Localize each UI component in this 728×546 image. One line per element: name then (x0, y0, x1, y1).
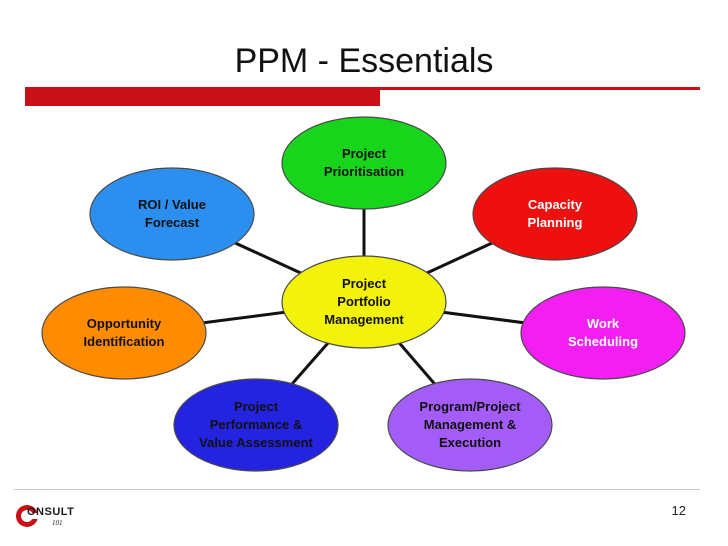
logo-circle-gap (27, 513, 39, 519)
logo-subtext: 101 (52, 519, 63, 527)
node-work-scheduling-ellipse (520, 286, 686, 380)
node-project-prioritisation-ellipse (281, 116, 447, 210)
title-accent-bar (25, 89, 380, 106)
node-project-performance-ellipse (173, 378, 339, 472)
logo-text: ONSULT (27, 506, 75, 518)
node-roi-value-forecast-ellipse (89, 167, 255, 261)
title-underline (25, 87, 700, 90)
consult101-logo (16, 505, 39, 527)
page-number: 12 (671, 503, 686, 518)
slide-title: PPM - Essentials (234, 42, 494, 80)
footer-divider (14, 489, 700, 490)
node-opportunity-identification-ellipse (41, 286, 207, 380)
center-node-ellipse (281, 255, 447, 349)
node-program-project-management-ellipse (387, 378, 553, 472)
node-capacity-planning-ellipse (472, 167, 638, 261)
